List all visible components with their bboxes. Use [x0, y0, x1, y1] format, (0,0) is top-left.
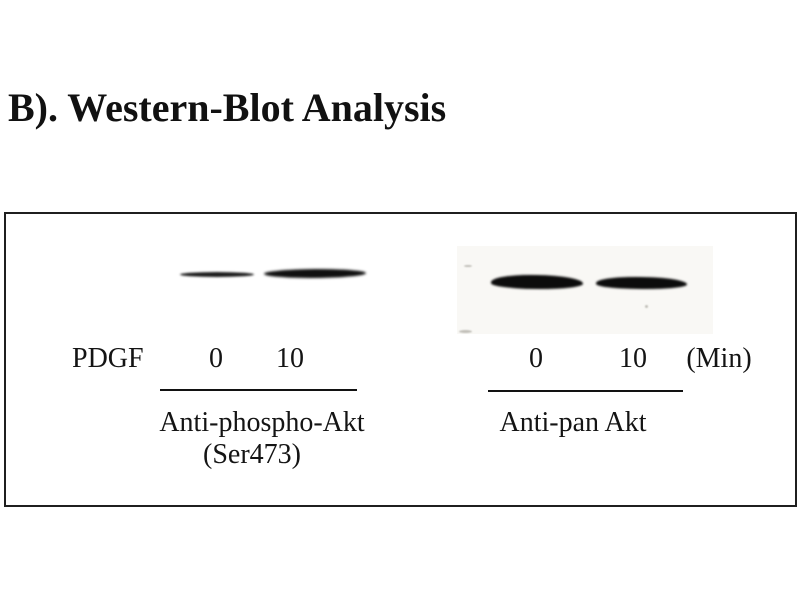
lane-label-pan-0min: 0	[529, 343, 543, 374]
film-speck-1	[459, 330, 472, 333]
lane-label-phospho-0min: 0	[209, 343, 223, 374]
film-speck-3	[645, 305, 648, 308]
unit-label: (Min)	[686, 343, 752, 374]
film-scan-region	[457, 246, 713, 334]
lane-label-pan-10min: 10	[619, 343, 647, 374]
band-pan-akt-10min	[595, 276, 688, 290]
panel-underline-pan	[488, 390, 683, 392]
band-phospho-akt-0min	[180, 272, 254, 277]
treatment-label: PDGF	[72, 343, 144, 374]
figure-title: B). Western-Blot Analysis	[8, 85, 447, 130]
antibody-label-phospho: Anti-phospho-Akt	[159, 407, 365, 438]
band-pan-akt-0min	[490, 274, 584, 290]
antibody-note-phospho: (Ser473)	[203, 439, 301, 470]
lane-label-phospho-10min: 10	[276, 343, 304, 374]
film-speck-2	[464, 265, 472, 267]
panel-underline-phospho	[160, 389, 357, 391]
antibody-label-pan: Anti-pan Akt	[499, 407, 647, 438]
